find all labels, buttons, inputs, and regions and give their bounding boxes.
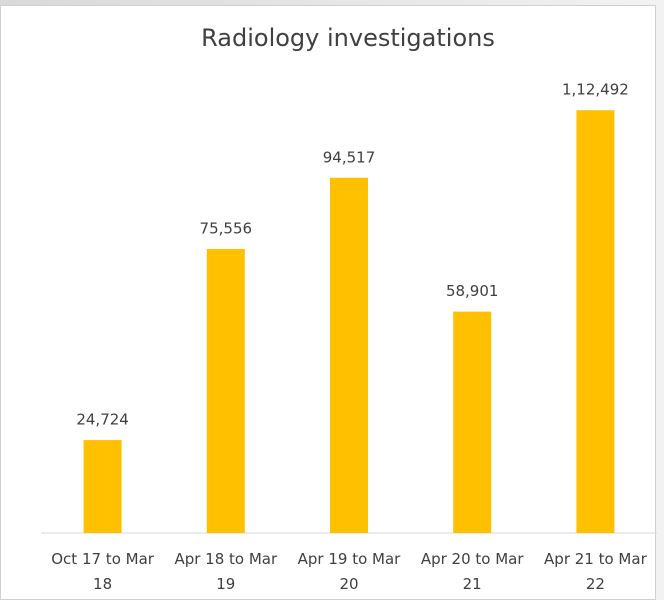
bar: [576, 110, 615, 534]
x-tick-label: Apr 19 to Mar 20: [297, 550, 401, 593]
bar: [206, 249, 245, 533]
bar: [83, 440, 122, 533]
bar: [453, 311, 492, 533]
data-label: 1,12,492: [562, 81, 629, 99]
chart-title: Radiology investigations: [201, 24, 495, 52]
x-tick-label: Apr 18 to Mar 19: [174, 550, 278, 593]
data-label: 94,517: [323, 148, 376, 166]
data-label: 24,724: [76, 411, 129, 429]
bar: [330, 177, 368, 533]
data-label: 75,556: [200, 220, 253, 238]
x-tick-label: Oct 17 to Mar 18: [51, 550, 154, 593]
x-tick-label: Apr 20 to Mar 21: [420, 550, 524, 593]
x-tick-label: Apr 21 to Mar 22: [544, 550, 647, 593]
data-label: 58,901: [446, 282, 499, 300]
